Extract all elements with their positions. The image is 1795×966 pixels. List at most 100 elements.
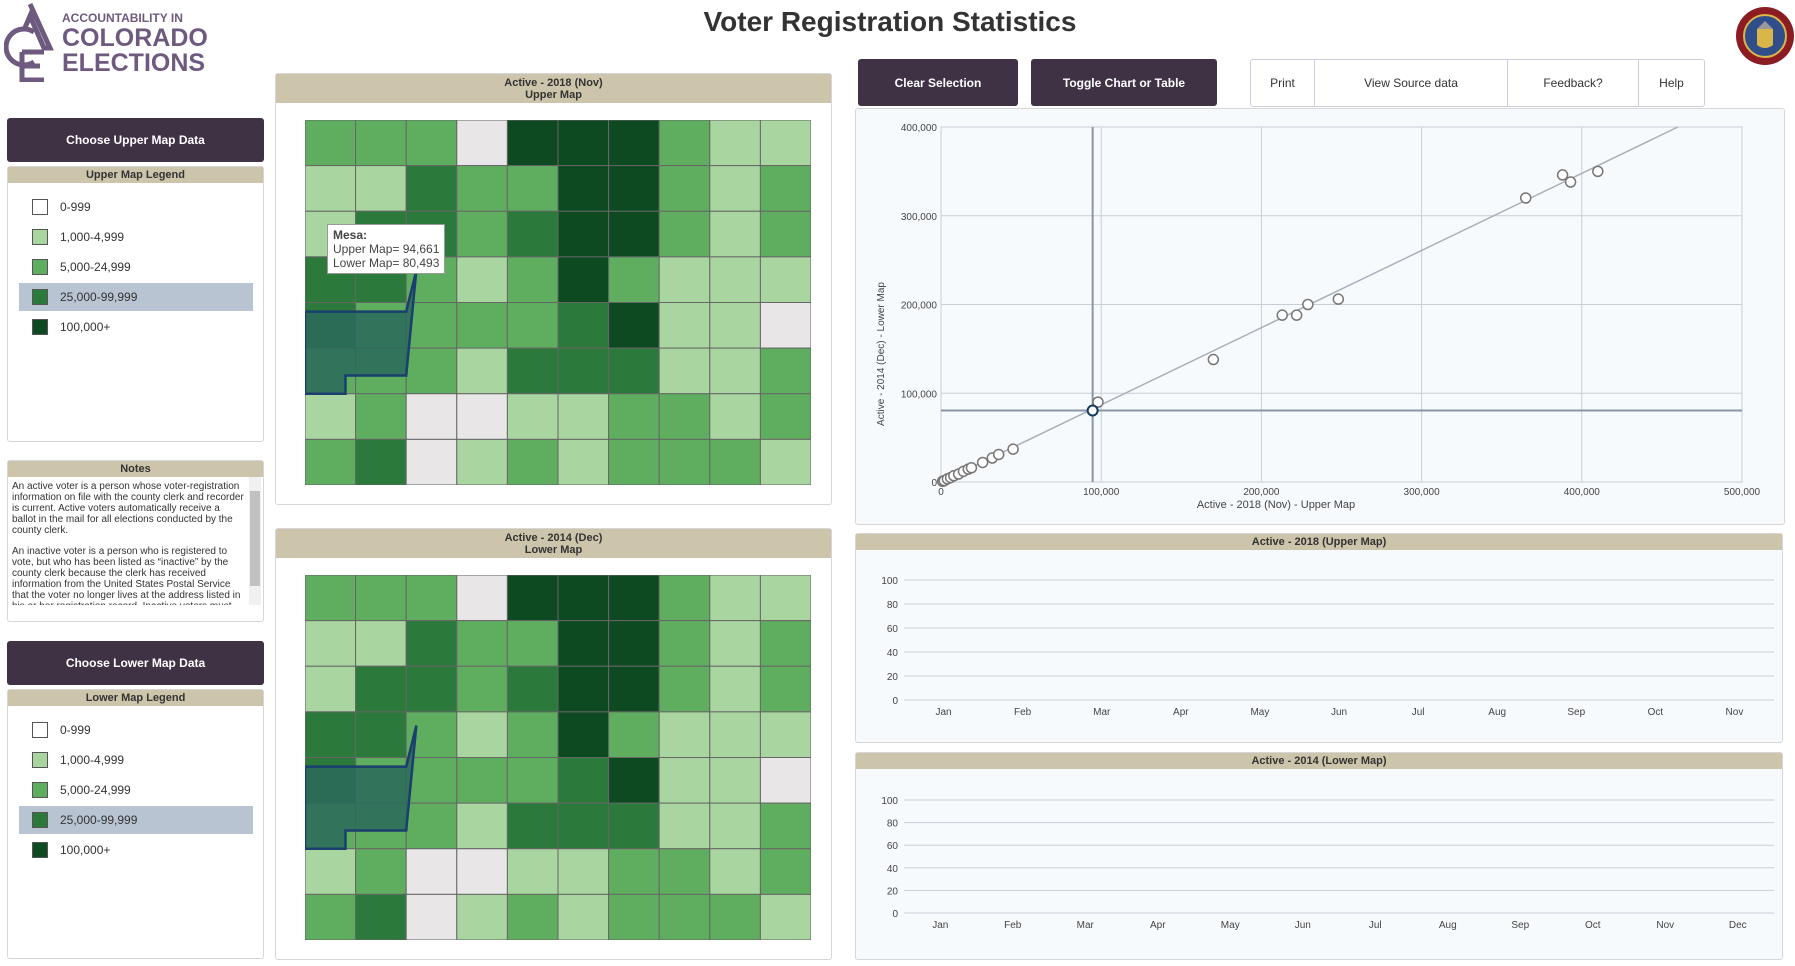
county — [557, 347, 610, 395]
data-point — [1332, 293, 1345, 305]
logo-mark-icon — [3, 2, 54, 83]
scatter-chart[interactable]: 0 100,000 200,000 300,000 400,000 500,000 0 100… — [856, 109, 1786, 526]
legend-item[interactable]: 0-999 — [19, 716, 253, 744]
county — [557, 438, 610, 485]
county — [355, 165, 407, 212]
legend-item[interactable]: 5,000-24,999 — [19, 253, 253, 281]
county — [506, 120, 559, 167]
county — [456, 711, 508, 758]
county — [709, 347, 761, 395]
county — [456, 438, 508, 485]
y-tick-label: 40 — [887, 864, 899, 875]
legend-item[interactable]: 100,000+ — [19, 836, 253, 864]
county — [305, 665, 357, 713]
county — [305, 848, 357, 895]
x-axis-label: Active - 2018 (Nov) - Upper Map — [1197, 499, 1355, 511]
county — [405, 393, 458, 440]
county — [608, 256, 660, 303]
notes-text[interactable]: An active voter is a person whose voter-… — [8, 477, 263, 605]
county — [608, 665, 660, 713]
county — [456, 256, 508, 303]
lower-timeseries-chart[interactable]: 0 20 40 60 80 100 Jan Feb Mar Apr May Jun Jul Aug Sep O… — [856, 769, 1784, 961]
legend-label: 100,000+ — [60, 843, 111, 857]
legend-item[interactable]: 1,000-4,999 — [19, 223, 253, 251]
county — [355, 665, 407, 713]
choose-lower-map-button[interactable]: Choose Lower Map Data — [7, 641, 264, 685]
county — [608, 165, 660, 212]
county — [405, 893, 458, 940]
county — [759, 893, 811, 940]
clear-selection-button[interactable]: Clear Selection — [858, 59, 1018, 106]
legend-item[interactable]: 1,000-4,999 — [19, 746, 253, 774]
legend-item[interactable]: 25,000-99,999 — [19, 283, 253, 311]
county — [608, 120, 660, 167]
county — [709, 620, 761, 667]
legend-swatch — [32, 752, 48, 768]
county — [456, 347, 508, 395]
legend-item[interactable]: 0-999 — [19, 193, 253, 221]
upper-map-title: Active - 2018 (Nov) — [504, 77, 603, 89]
county — [709, 802, 761, 850]
county — [456, 848, 508, 895]
county — [456, 210, 508, 258]
county — [405, 302, 458, 349]
county — [506, 302, 559, 349]
county — [608, 438, 660, 485]
data-point — [1302, 298, 1314, 311]
notes-scrollbar[interactable] — [249, 477, 261, 605]
county — [506, 256, 559, 303]
x-tick-label: Apr — [1150, 920, 1166, 931]
county — [709, 893, 761, 940]
x-tick-label: Jun — [1295, 920, 1311, 931]
help-link[interactable]: Help — [1659, 76, 1684, 90]
county — [506, 848, 559, 895]
lower-timeseries-title: Active - 2014 (Lower Map) — [856, 753, 1782, 769]
county — [658, 711, 711, 758]
county — [456, 665, 508, 713]
county — [658, 757, 711, 804]
county — [557, 893, 610, 940]
logo-line: COLORADO — [62, 24, 208, 52]
legend-label: 1,000-4,999 — [60, 230, 125, 244]
upper-timeseries-panel: Active - 2018 (Upper Map) 0 20 40 60 80 100 Ja… — [855, 533, 1783, 743]
toggle-chart-table-button[interactable]: Toggle Chart or Table — [1031, 59, 1217, 106]
x-tick-label: Aug — [1439, 920, 1457, 931]
county — [506, 210, 559, 258]
county — [658, 438, 711, 485]
feedback-link[interactable]: Feedback? — [1508, 60, 1639, 106]
lower-map[interactable] — [305, 575, 811, 940]
legend-label: 0-999 — [60, 200, 91, 214]
county — [608, 757, 660, 804]
print-link[interactable]: Print — [1251, 60, 1315, 106]
x-tick-label: Jan — [932, 920, 948, 931]
view-source-link[interactable]: View Source data — [1315, 60, 1508, 106]
county — [506, 165, 559, 212]
county — [658, 620, 711, 667]
choose-upper-map-button[interactable]: Choose Upper Map Data — [7, 118, 264, 162]
county — [456, 165, 508, 212]
county — [709, 256, 761, 303]
seal-icon — [1736, 7, 1794, 65]
legend-label: 5,000-24,999 — [60, 783, 131, 797]
county — [506, 893, 559, 940]
x-tick-label: 400,000 — [1564, 487, 1601, 498]
legend-label: 0-999 — [60, 723, 91, 737]
y-tick-label: 80 — [887, 600, 899, 611]
state-seal — [1735, 5, 1795, 67]
county — [355, 848, 407, 895]
upper-map[interactable] — [305, 120, 811, 485]
legend-label: 1,000-4,999 — [60, 753, 125, 767]
county — [506, 620, 559, 667]
county — [456, 393, 508, 440]
x-tick-label: 500,000 — [1724, 487, 1761, 498]
county — [557, 120, 610, 167]
legend-item[interactable]: 100,000+ — [19, 313, 253, 341]
county — [658, 165, 711, 212]
x-tick-label: Feb — [1014, 707, 1032, 718]
logo-line: ELECTIONS — [62, 49, 206, 77]
legend-item[interactable]: 25,000-99,999 — [19, 806, 253, 834]
upper-timeseries-chart[interactable]: 0 20 40 60 80 100 Jan Feb Mar Apr May Jun Jul Aug Sep O… — [856, 550, 1784, 744]
county — [506, 757, 559, 804]
county — [506, 347, 559, 395]
legend-item[interactable]: 5,000-24,999 — [19, 776, 253, 804]
